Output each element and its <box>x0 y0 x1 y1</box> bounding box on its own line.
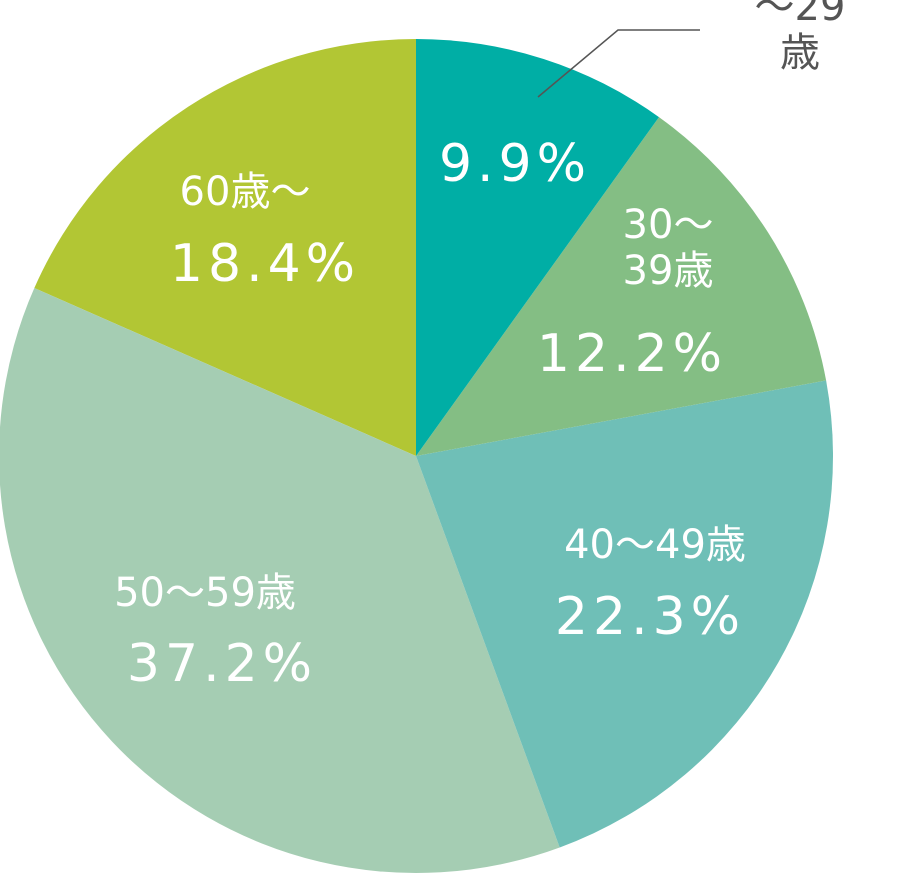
category-label: 40〜49歳 <box>564 522 746 568</box>
pie-slice <box>0 287 560 873</box>
pie-slice <box>34 39 417 456</box>
category-label: 60歳〜 <box>179 169 311 215</box>
category-label: 30〜 39歳 <box>622 202 714 294</box>
leader-line <box>537 29 700 98</box>
category-label: 〜29歳 <box>754 0 846 76</box>
pie-slice <box>416 39 659 456</box>
category-label: 50〜59歳 <box>114 570 296 616</box>
pie-slice <box>416 117 827 456</box>
value-label: 12.2% <box>536 324 728 385</box>
pie-slice <box>416 380 833 848</box>
value-label: 37.2% <box>126 634 318 695</box>
value-label: 18.4% <box>169 234 361 295</box>
value-label: 9.9% <box>438 134 592 195</box>
value-label: 22.3% <box>554 587 746 648</box>
